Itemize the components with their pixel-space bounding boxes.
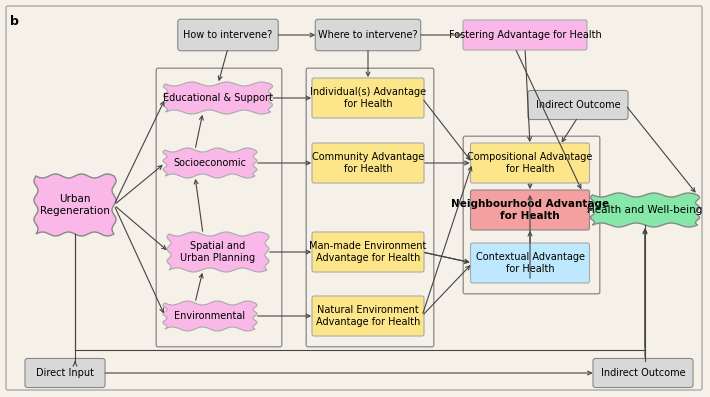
Text: Environmental: Environmental — [175, 311, 246, 321]
Text: Spatial and
Urban Planning: Spatial and Urban Planning — [180, 241, 256, 263]
PathPatch shape — [163, 148, 257, 178]
Text: Indirect Outcome: Indirect Outcome — [535, 100, 621, 110]
Text: Indirect Outcome: Indirect Outcome — [601, 368, 685, 378]
FancyBboxPatch shape — [471, 243, 589, 283]
PathPatch shape — [34, 174, 116, 236]
Text: b: b — [10, 15, 19, 28]
Text: Natural Environment
Advantage for Health: Natural Environment Advantage for Health — [316, 305, 420, 327]
FancyBboxPatch shape — [593, 358, 693, 387]
PathPatch shape — [167, 232, 269, 272]
Text: Neighbourhood Advantage
for Health: Neighbourhood Advantage for Health — [451, 199, 609, 221]
Text: Compositional Advantage
for Health: Compositional Advantage for Health — [467, 152, 593, 174]
Text: Direct Input: Direct Input — [36, 368, 94, 378]
FancyBboxPatch shape — [312, 143, 424, 183]
FancyBboxPatch shape — [315, 19, 421, 51]
FancyBboxPatch shape — [463, 20, 587, 50]
PathPatch shape — [163, 82, 273, 114]
FancyBboxPatch shape — [6, 6, 702, 390]
Text: Community Advantage
for Health: Community Advantage for Health — [312, 152, 424, 174]
Text: How to intervene?: How to intervene? — [183, 30, 273, 40]
Text: Fostering Advantage for Health: Fostering Advantage for Health — [449, 30, 601, 40]
FancyBboxPatch shape — [471, 190, 589, 230]
FancyBboxPatch shape — [471, 143, 589, 183]
Text: Individual(s) Advantage
for Health: Individual(s) Advantage for Health — [310, 87, 426, 109]
Text: Socioeconomic: Socioeconomic — [173, 158, 246, 168]
Text: Educational & Support: Educational & Support — [163, 93, 273, 103]
PathPatch shape — [163, 301, 257, 331]
FancyBboxPatch shape — [528, 91, 628, 119]
Text: Man-made Environment
Advantage for Health: Man-made Environment Advantage for Healt… — [310, 241, 427, 263]
FancyBboxPatch shape — [25, 358, 105, 387]
FancyBboxPatch shape — [312, 296, 424, 336]
FancyBboxPatch shape — [178, 19, 278, 51]
PathPatch shape — [591, 193, 699, 227]
Text: Health and Well-being: Health and Well-being — [587, 205, 703, 215]
Text: Contextual Advantage
for Health: Contextual Advantage for Health — [476, 252, 584, 274]
FancyBboxPatch shape — [312, 232, 424, 272]
FancyBboxPatch shape — [312, 78, 424, 118]
Text: Where to intervene?: Where to intervene? — [318, 30, 417, 40]
Text: Urban
Regeneration: Urban Regeneration — [40, 194, 110, 216]
